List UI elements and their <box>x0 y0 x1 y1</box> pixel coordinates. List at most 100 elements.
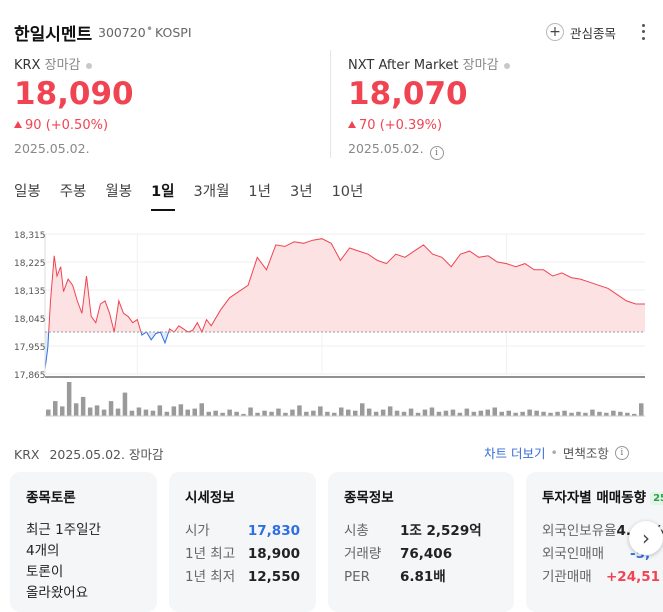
price-point <box>284 246 285 247</box>
date-badge: 25. <box>650 492 663 505</box>
price-point <box>561 272 562 273</box>
price-point <box>478 257 479 258</box>
price-point <box>266 269 267 270</box>
open-price-row: 시가 17,830 <box>185 520 300 543</box>
volume-bar <box>87 407 93 416</box>
price-point <box>164 342 165 343</box>
price-point <box>589 282 590 283</box>
volume-bar <box>283 412 288 416</box>
price-point <box>137 319 138 320</box>
row-key: 거래량 <box>344 546 382 562</box>
volume-bar <box>115 408 121 416</box>
investor-trend-title: 투자자별 매매동향25. <box>542 486 663 506</box>
row-value: 1조 2,529억 <box>400 523 482 539</box>
status-dot-icon <box>503 62 510 69</box>
price-point <box>644 303 645 304</box>
chart-more-link[interactable]: 차트 더보기 <box>484 446 546 461</box>
tab-monthly-candle[interactable]: 월봉 <box>105 184 133 200</box>
volume-bar <box>60 406 65 416</box>
price-point <box>47 347 48 348</box>
market-info-title: 시세정보 <box>185 490 235 506</box>
volume-bar <box>297 405 302 416</box>
footer-session: 장마감 <box>128 447 164 462</box>
up-triangle-icon <box>348 121 356 128</box>
volume-bar <box>611 410 616 416</box>
volume-bar <box>478 410 484 416</box>
price-point <box>248 285 249 286</box>
price-point <box>294 241 295 242</box>
more-options-icon[interactable] <box>638 22 648 42</box>
stock-info-card[interactable]: 종목정보 시총 1조 2,529억 거래량 76,406 PER 6.81배 <box>328 472 514 612</box>
price-point <box>441 257 442 258</box>
volume-bar <box>401 411 407 417</box>
price-point <box>321 238 322 239</box>
price-area-up <box>45 238 645 332</box>
price-point <box>54 255 55 256</box>
discussion-card[interactable]: 종목토론 최근 1주일간 4개의 토론이 올라왔어요 <box>10 472 157 612</box>
price-point <box>432 254 433 255</box>
volume-bar <box>485 409 490 416</box>
tab-1year[interactable]: 1년 <box>248 184 271 200</box>
tab-daily-candle[interactable]: 일봉 <box>14 184 41 200</box>
krx-change-pct: (+0.50%) <box>45 118 109 133</box>
volume-bar <box>122 392 128 416</box>
investor-title-text: 투자자별 매매동향 <box>542 490 647 506</box>
price-point <box>128 316 129 317</box>
price-point <box>211 325 212 326</box>
row-key: 1년 최고 <box>185 546 236 562</box>
volume-bar <box>408 408 414 416</box>
volume-bar <box>325 411 330 417</box>
price-point <box>626 300 627 301</box>
tab-1day[interactable]: 1일 <box>151 180 175 211</box>
volume-bar <box>639 403 644 417</box>
add-watchlist-button[interactable]: + 관심종목 <box>546 21 616 43</box>
price-point <box>349 247 350 248</box>
row-key: 1년 최저 <box>185 569 236 585</box>
tab-weekly-candle[interactable]: 주봉 <box>59 184 87 200</box>
krx-market-label: KRX 장마감 <box>14 54 92 73</box>
price-point <box>95 322 96 323</box>
info-icon[interactable]: i <box>614 445 629 460</box>
price-point <box>423 244 424 245</box>
price-point <box>123 313 124 314</box>
volume-bar <box>604 412 609 416</box>
row-key: PER <box>344 569 371 585</box>
krx-change: 90 (+0.50%) <box>14 118 108 133</box>
price-point <box>580 279 581 280</box>
price-point <box>497 261 498 262</box>
tab-10year[interactable]: 10년 <box>331 184 364 200</box>
institution-trade-row: 기관매매 +24,51 <box>542 566 660 589</box>
price-point <box>312 240 313 241</box>
volume-bar <box>625 412 630 416</box>
volume-bar <box>415 412 421 416</box>
price-point <box>206 319 207 320</box>
market-info-card[interactable]: 시세정보 시가 17,830 1년 최고 18,900 1년 최저 12,550 <box>169 472 316 612</box>
volume-bar <box>394 410 400 416</box>
next-card-button[interactable]: › <box>629 521 663 555</box>
volume-bar <box>164 411 170 417</box>
price-point <box>414 251 415 252</box>
price-point <box>257 257 258 258</box>
intraday-chart[interactable]: 18,31518,22518,13518,04517,95517,86510:0… <box>0 222 663 430</box>
price-point <box>118 300 119 301</box>
volume-bar <box>471 411 477 417</box>
volume-bar <box>429 407 435 416</box>
price-point <box>86 275 87 276</box>
price-point <box>598 285 599 286</box>
volume-bar <box>220 412 225 416</box>
tab-3month[interactable]: 3개월 <box>193 184 230 200</box>
volume-bar <box>185 409 190 416</box>
volume-bar <box>632 413 637 416</box>
price-point <box>68 279 69 280</box>
row-value: 6.81배 <box>400 569 446 585</box>
price-point <box>303 243 304 244</box>
y-tick-label: 18,135 <box>14 287 46 297</box>
info-icon[interactable]: i <box>429 146 444 160</box>
chart-footer-info: KRX 2025.05.02. 장마감 <box>14 444 163 463</box>
year-high-row: 1년 최고 18,900 <box>185 543 300 566</box>
volume-bar <box>457 412 463 416</box>
price-point <box>100 303 101 304</box>
price-point <box>386 263 387 264</box>
tab-3year[interactable]: 3년 <box>289 184 313 200</box>
disclaimer-link[interactable]: 면책조항 <box>562 446 609 461</box>
